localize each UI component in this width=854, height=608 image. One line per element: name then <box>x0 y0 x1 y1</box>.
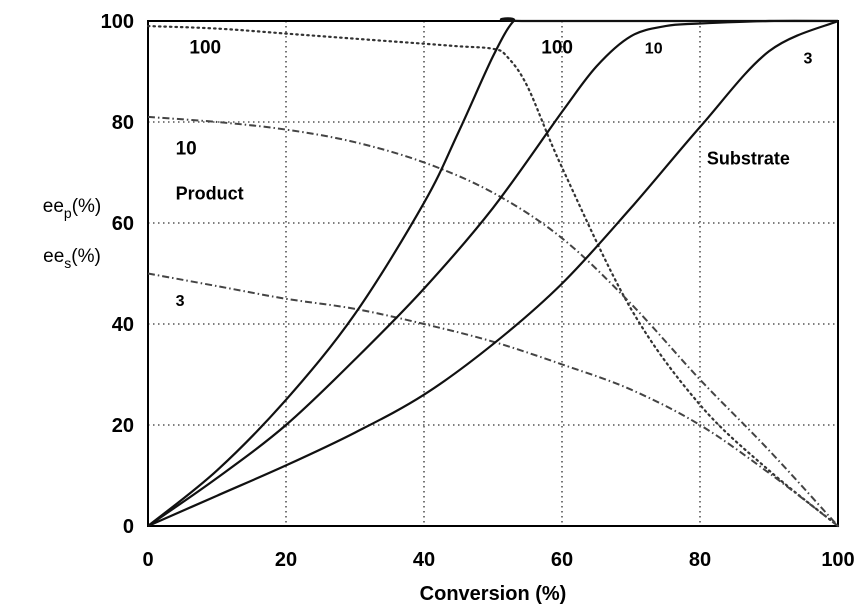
curve-label: 10 <box>176 138 197 159</box>
y-tick-label: 20 <box>112 415 134 437</box>
x-tick-label: 20 <box>275 549 297 571</box>
x-axis-title: Conversion (%) <box>420 583 567 605</box>
curve-label: Product <box>176 184 244 204</box>
gridlines <box>148 21 838 526</box>
series-substrate-e3 <box>147 19 839 528</box>
y-tick-labels: 0 20 40 60 80 100 <box>101 11 134 538</box>
series-substrate-e10 <box>147 19 839 527</box>
plot-frame <box>147 20 839 527</box>
series-lines <box>146 17 840 528</box>
curve-label: 3 <box>176 293 185 310</box>
y-tick-label: 40 <box>112 314 134 336</box>
curve-label: 100 <box>541 37 573 58</box>
y-tick-label: 60 <box>112 213 134 235</box>
x-tick-label: 0 <box>142 549 153 571</box>
curve-label: Substrate <box>707 148 790 168</box>
y-axis-title-substrate: ees(%) <box>43 246 101 271</box>
curve-annotations: 100 100 10 3 10 Product Substrate 3 <box>176 37 813 310</box>
series-product-e100 <box>146 25 840 528</box>
series-substrate-e100 <box>147 17 838 527</box>
x-tick-label: 100 <box>821 549 854 571</box>
curve-label: 10 <box>645 40 663 57</box>
x-tick-labels: 0 20 40 60 80 100 <box>142 549 854 571</box>
x-tick-label: 40 <box>413 549 435 571</box>
x-tick-label: 60 <box>551 549 573 571</box>
x-tick-label: 80 <box>689 549 711 571</box>
series-product-e10 <box>147 115 839 527</box>
curve-label: 3 <box>804 50 813 67</box>
y-tick-label: 0 <box>123 516 134 538</box>
y-tick-label: 80 <box>112 112 134 134</box>
y-axis-title-product: eep(%) <box>43 196 102 221</box>
series-product-e3 <box>147 272 839 527</box>
y-tick-label: 100 <box>101 11 134 33</box>
curve-label: 100 <box>189 37 221 58</box>
